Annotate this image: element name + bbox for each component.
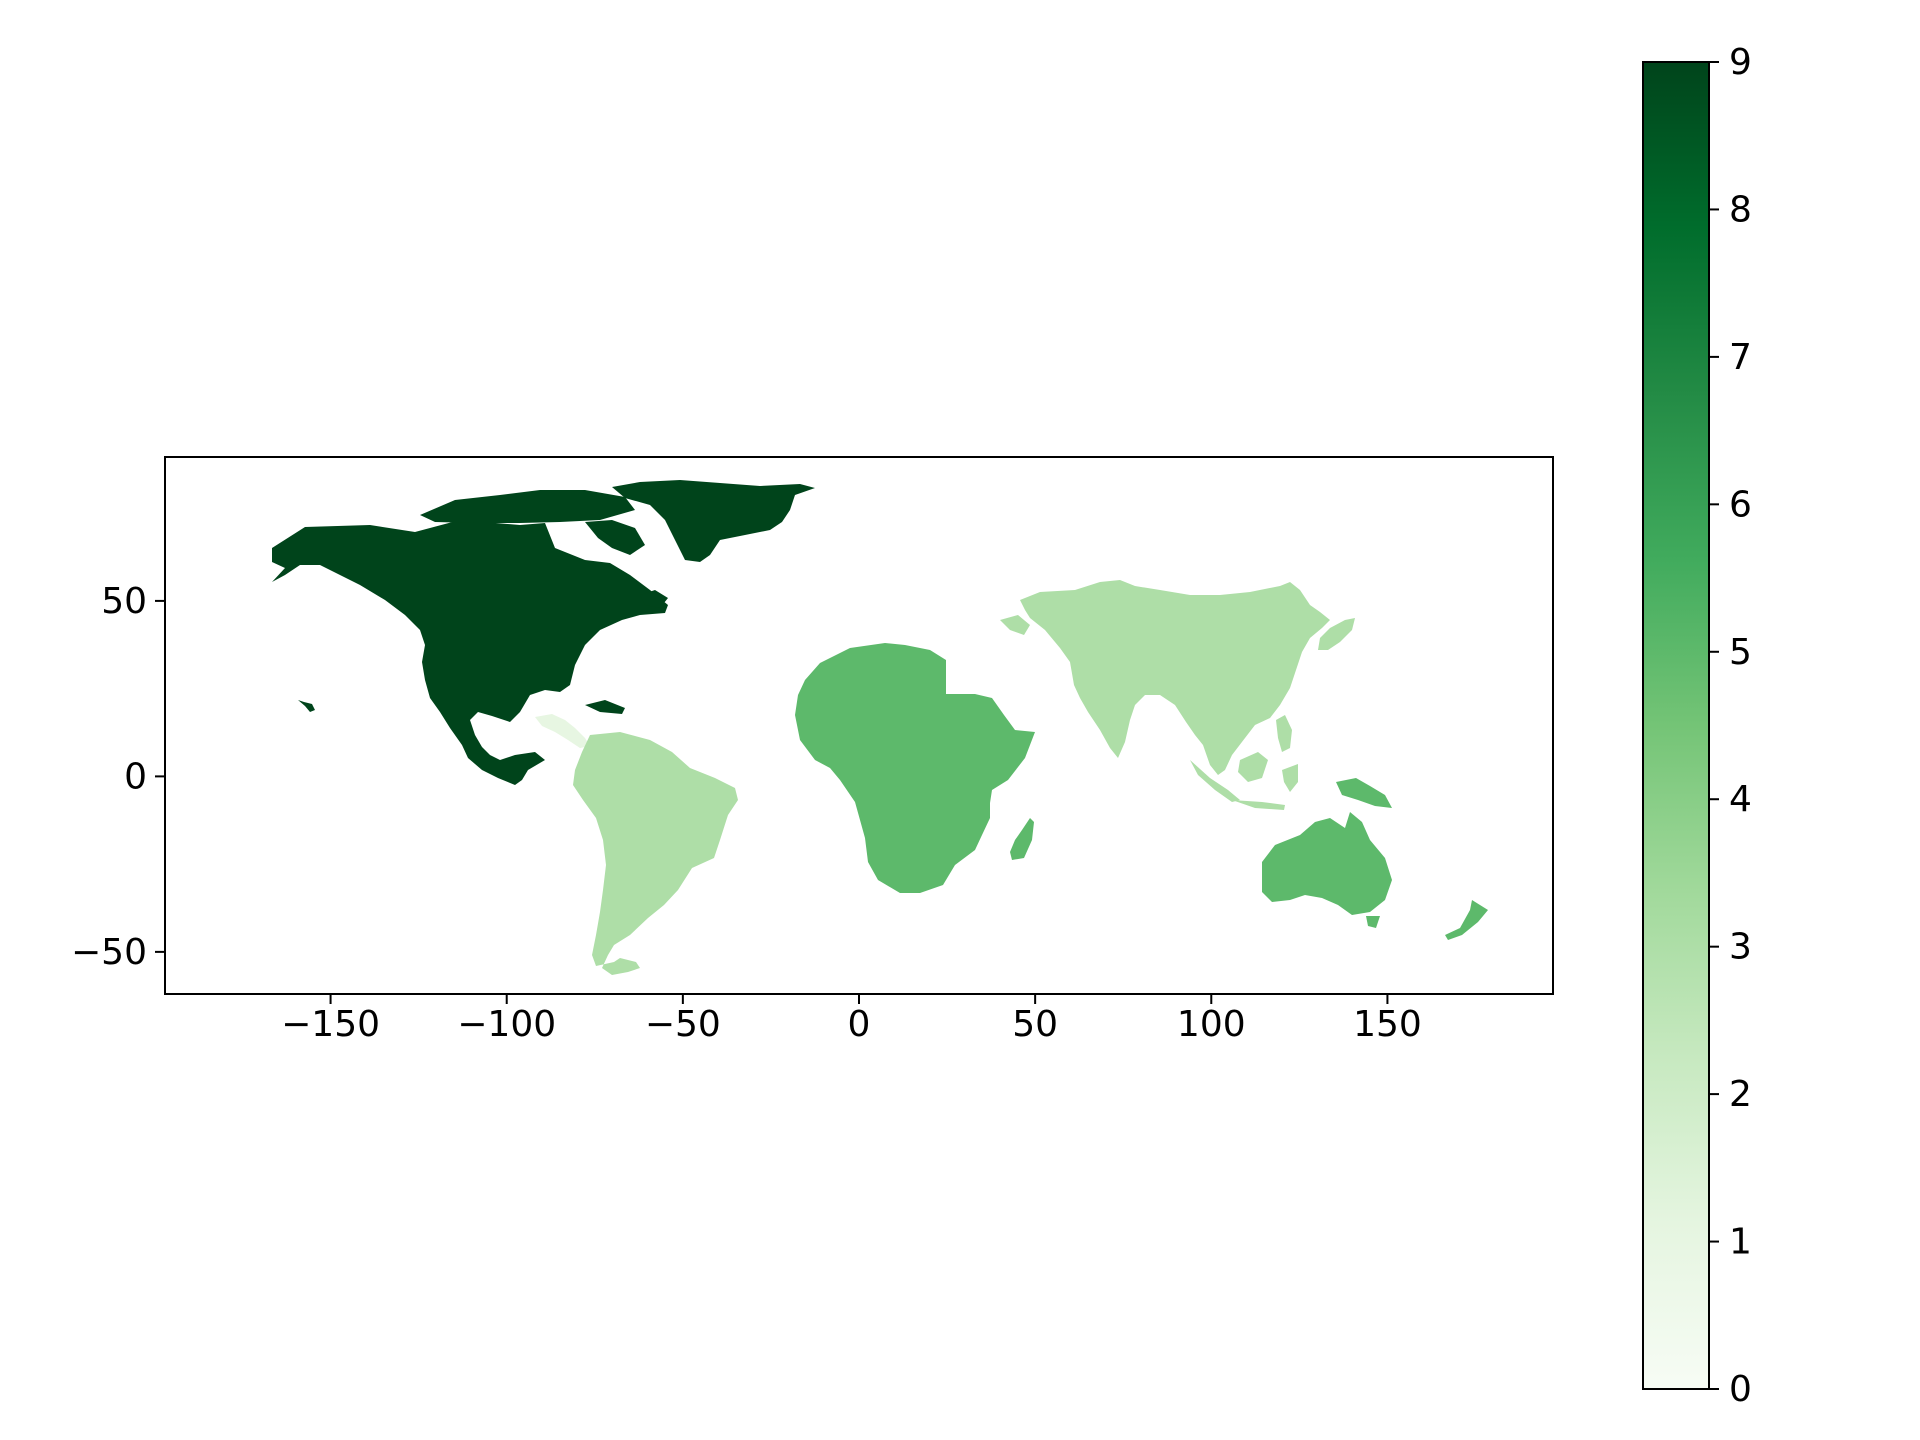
region-west-asia: [1000, 615, 1030, 635]
region-asia: [1020, 580, 1330, 775]
colorbar-gradient: [1643, 62, 1709, 1389]
region-new-zealand: [1445, 900, 1488, 940]
region-new-guinea: [1336, 778, 1392, 808]
y-axis-ticks: 50 0 −50: [71, 581, 165, 973]
region-japan: [1318, 618, 1355, 650]
x-tick-label: 100: [1177, 1004, 1246, 1045]
colorbar-tick-label: 5: [1729, 632, 1752, 673]
region-java: [1232, 800, 1285, 810]
region-madagascar: [1010, 818, 1034, 860]
colorbar-tick-label: 2: [1729, 1074, 1752, 1115]
x-tick-label: 50: [1012, 1004, 1058, 1045]
x-tick-label: −50: [645, 1004, 721, 1045]
colorbar-tick-label: 9: [1729, 42, 1752, 83]
region-central-america: [535, 714, 590, 748]
region-tasmania: [1366, 916, 1380, 928]
y-tick-label: −50: [71, 932, 147, 973]
colorbar-tick-label: 7: [1729, 337, 1752, 378]
colorbar-tick-label: 1: [1729, 1222, 1752, 1263]
region-sumatra: [1190, 760, 1240, 802]
x-tick-label: 0: [848, 1004, 871, 1045]
region-africa: [795, 643, 1035, 893]
x-tick-label: 150: [1353, 1004, 1422, 1045]
region-philippines: [1276, 715, 1292, 752]
region-cuba: [585, 700, 625, 714]
colorbar-tick-label: 6: [1729, 484, 1752, 525]
colorbar-ticks: 0 1 2 3 4 5 6 7 8 9: [1709, 42, 1752, 1410]
region-greenland: [612, 480, 815, 562]
x-tick-label: −100: [457, 1004, 556, 1045]
x-tick-label: −150: [281, 1004, 380, 1045]
colorbar-frame: [1642, 61, 1710, 1390]
region-south-america: [573, 732, 738, 975]
y-tick-label: 0: [124, 756, 147, 797]
map-regions: [272, 480, 1488, 975]
colorbar-tick-label: 8: [1729, 189, 1752, 230]
colorbar-tick-label: 4: [1729, 779, 1752, 820]
region-north-america: [272, 520, 668, 785]
region-newfoundland: [640, 590, 668, 608]
x-axis-ticks: −150 −100 −50 0 50 100 150: [281, 994, 1422, 1045]
y-tick-label: 50: [101, 581, 147, 622]
region-arctic-islands: [420, 490, 635, 523]
region-hawaii: [298, 700, 315, 712]
colorbar-tick-label: 0: [1729, 1369, 1752, 1410]
region-borneo: [1238, 752, 1268, 782]
region-australia: [1262, 812, 1392, 915]
region-baffin: [585, 520, 645, 555]
colorbar-tick-label: 3: [1729, 927, 1752, 968]
region-sulawesi: [1282, 764, 1298, 792]
